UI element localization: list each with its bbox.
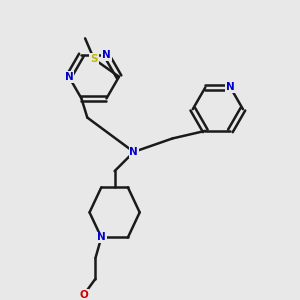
Text: N: N [129, 147, 138, 157]
Text: S: S [90, 54, 98, 64]
Text: N: N [102, 50, 111, 60]
Text: N: N [64, 72, 73, 82]
Text: N: N [97, 232, 106, 242]
Text: N: N [226, 82, 235, 92]
Text: O: O [79, 290, 88, 300]
